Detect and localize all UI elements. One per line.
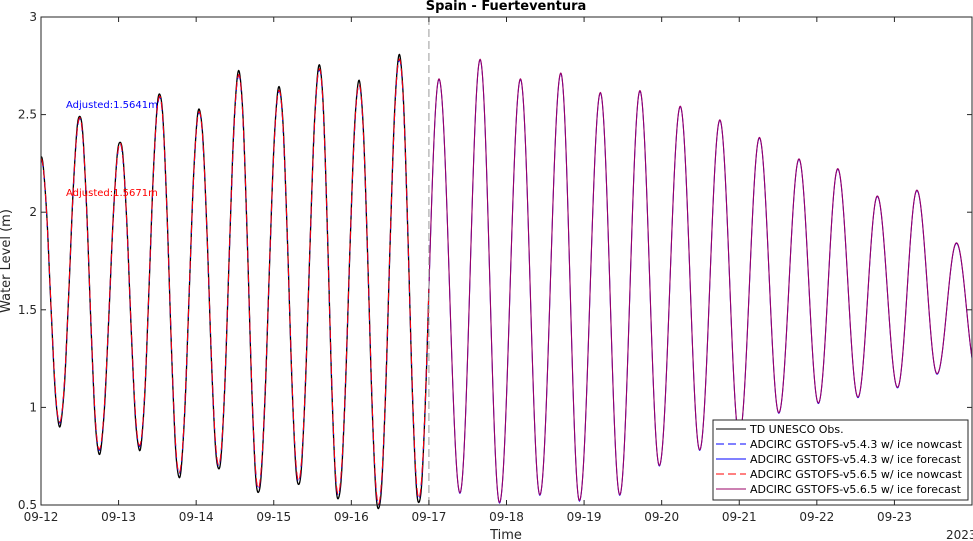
y-axis-label: Water Level (m) bbox=[0, 209, 14, 313]
legend-label-v543-forecast: ADCIRC GSTOFS-v5.4.3 w/ ice forecast bbox=[750, 453, 962, 466]
x-axis-label: Time bbox=[489, 528, 522, 541]
x-tick-label: 09-17 bbox=[411, 510, 446, 524]
x-tick-label: 09-13 bbox=[101, 510, 136, 524]
x-tick-label: 09-20 bbox=[644, 510, 679, 524]
x-tick-label: 09-12 bbox=[24, 510, 59, 524]
x-tick-label: 09-18 bbox=[489, 510, 524, 524]
y-tick-label: 1 bbox=[29, 400, 37, 414]
x-tick-label: 09-21 bbox=[722, 510, 757, 524]
legend-label-v565-nowcast: ADCIRC GSTOFS-v5.6.5 w/ ice nowcast bbox=[750, 468, 963, 481]
y-tick-label: 0.5 bbox=[18, 498, 37, 512]
series-line-v565-forecast bbox=[428, 58, 973, 504]
annotation-red-adjusted: Adjusted:1.5671m bbox=[66, 188, 158, 199]
x-axis: 09-12 09-13 09-14 09-15 09-16 09-17 09-18 09-19… bbox=[24, 17, 912, 524]
year-label: 2023 bbox=[946, 528, 973, 541]
x-tick-label: 09-16 bbox=[334, 510, 369, 524]
series-line-v565-nowcast bbox=[40, 58, 430, 505]
y-axis: 0.5 1 1.5 2 2.5 3 bbox=[18, 10, 972, 512]
legend-box bbox=[712, 419, 969, 501]
legend-label-v543-nowcast: ADCIRC GSTOFS-v5.4.3 w/ ice nowcast bbox=[750, 438, 963, 451]
chart-title: Spain - Fuerteventura bbox=[426, 0, 587, 14]
x-tick-label: 09-19 bbox=[567, 510, 602, 524]
legend: TD UNESCO Obs. ADCIRC GSTOFS-v5.4.3 w/ i… bbox=[712, 419, 969, 501]
x-tick-label: 09-23 bbox=[877, 510, 912, 524]
y-tick-label: 3 bbox=[29, 10, 37, 24]
x-tick-label: 09-15 bbox=[256, 510, 291, 524]
x-tick-label: 09-22 bbox=[799, 510, 834, 524]
y-tick-label: 2.5 bbox=[18, 108, 37, 122]
y-tick-label: 2 bbox=[29, 205, 37, 219]
y-tick-label: 1.5 bbox=[18, 303, 37, 317]
x-tick-label: 09-14 bbox=[179, 510, 214, 524]
legend-label-v565-forecast: ADCIRC GSTOFS-v5.6.5 w/ ice forecast bbox=[750, 483, 962, 496]
plot-lines bbox=[40, 53, 973, 510]
legend-label-obs: TD UNESCO Obs. bbox=[749, 423, 844, 436]
annotation-blue-adjusted: Adjusted:1.5641m bbox=[66, 100, 158, 111]
